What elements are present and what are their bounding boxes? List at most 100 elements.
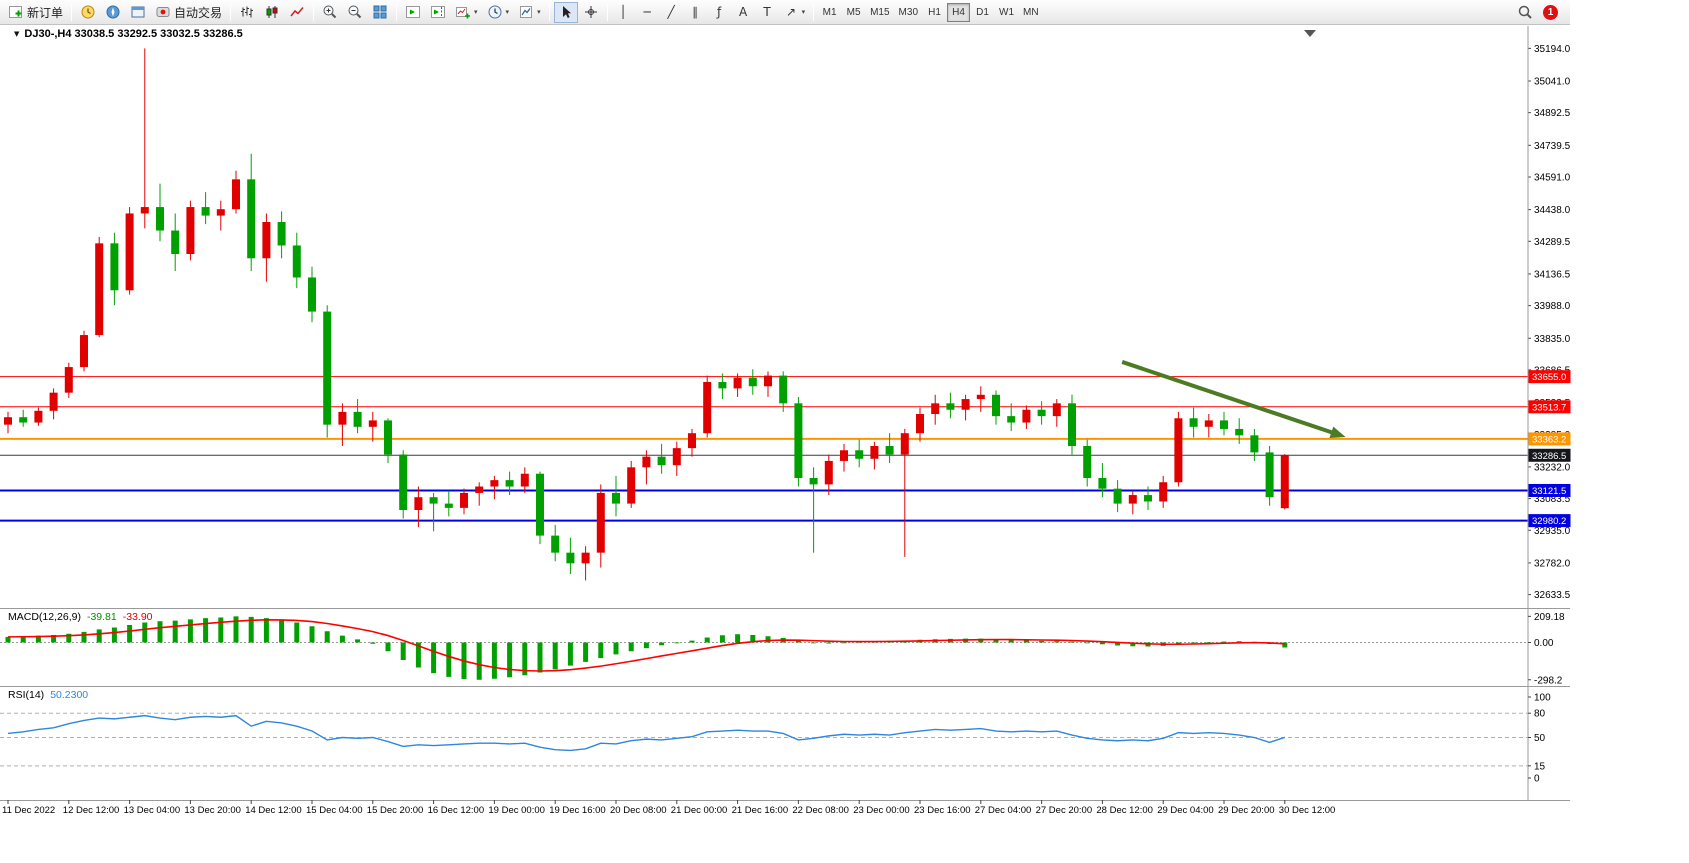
time-axis-label: 13 Dec 20:00	[184, 805, 241, 816]
rsi-axis-label: 0	[1534, 774, 1540, 785]
price-axis-label: 34591.0	[1534, 172, 1571, 183]
market-watch-button[interactable]	[76, 2, 100, 23]
macd-label: MACD(12,26,9) -39.81 -33.90	[8, 611, 153, 623]
auto-scroll-button[interactable]	[401, 2, 425, 23]
svg-text:33121.5: 33121.5	[1532, 486, 1566, 497]
price-tag-32980.2: 32980.2	[1528, 514, 1571, 528]
timeframe-m5-button[interactable]: M5	[842, 3, 865, 22]
search-icon	[1517, 4, 1533, 20]
timeframe-h4-button[interactable]: H4	[947, 2, 970, 22]
chart-title-text: DJ30-,H4 33038.5 33292.5 33032.5 33286.5	[24, 28, 243, 40]
time-axis-label: 23 Dec 00:00	[853, 805, 910, 816]
dropdown-caret-icon: ▾	[801, 8, 806, 16]
fibonacci-icon: ƒ	[716, 5, 722, 19]
notification-badge[interactable]: 1	[1543, 4, 1558, 20]
channel-icon: ∥	[692, 5, 699, 19]
label-tool-icon: T	[763, 5, 771, 19]
price-axis-label: 34739.5	[1534, 141, 1571, 152]
price-tag-33363.2: 33363.2	[1528, 432, 1571, 446]
rsi-line	[7, 714, 1286, 752]
trend-arrow[interactable]	[1121, 360, 1346, 438]
arrows-tool-button[interactable]: ↗ ▾	[780, 2, 810, 23]
bar-chart-button[interactable]	[235, 2, 259, 23]
label-tool-button[interactable]: T	[756, 2, 779, 23]
horizontal-line-tool-button[interactable]: ─	[636, 2, 659, 23]
timeframe-w1-button[interactable]: W1	[995, 3, 1018, 22]
rsi-axis-label: 15	[1534, 761, 1546, 772]
text-tool-button[interactable]: A	[732, 2, 755, 23]
vertical-line-tool-button[interactable]: │	[612, 2, 635, 23]
time-axis-label: 29 Dec 04:00	[1157, 805, 1214, 816]
trendline-tool-button[interactable]: ╱	[660, 2, 683, 23]
time-axis-label: 27 Dec 20:00	[1036, 805, 1093, 816]
time-axis-label: 21 Dec 16:00	[732, 805, 789, 816]
chart-shift-button[interactable]	[426, 2, 450, 23]
timeframe-m1-button[interactable]: M1	[818, 3, 841, 22]
terminal-button[interactable]	[126, 2, 150, 23]
time-axis-label: 19 Dec 16:00	[549, 805, 606, 816]
timeframe-m15-button[interactable]: M15	[866, 3, 893, 22]
price-tag-33655.0: 33655.0	[1528, 370, 1571, 384]
periods-clock-icon	[487, 4, 503, 20]
timeframe-h1-button[interactable]: H1	[923, 3, 946, 22]
cursor-icon	[558, 4, 574, 20]
terminal-icon	[130, 4, 146, 20]
svg-text:33655.0: 33655.0	[1532, 372, 1566, 383]
templates-button[interactable]: ▾	[514, 2, 545, 23]
new-chart-button[interactable]: ▾	[451, 2, 482, 23]
time-axis-label: 21 Dec 00:00	[671, 805, 728, 816]
candlestick-chart-button[interactable]	[260, 2, 284, 23]
price-axis-label: 32633.5	[1534, 590, 1571, 601]
line-chart-button[interactable]	[285, 2, 309, 23]
toolbar-separator	[606, 3, 608, 21]
dropdown-caret-icon: ▾	[537, 8, 541, 16]
svg-text:33363.2: 33363.2	[1532, 434, 1566, 445]
price-axis-label: 33083.5	[1534, 494, 1571, 505]
zoom-out-button[interactable]	[343, 2, 367, 23]
svg-text:33513.7: 33513.7	[1532, 402, 1566, 413]
timeframe-d1-button[interactable]: D1	[971, 3, 994, 22]
fibonacci-tool-button[interactable]: ƒ	[708, 2, 731, 23]
auto-trading-button[interactable]: 自动交易	[151, 2, 226, 23]
price-axis-label: 34136.5	[1534, 269, 1571, 280]
zoom-out-icon	[347, 4, 363, 20]
line-chart-icon	[289, 4, 305, 20]
horizontal-line-icon: ─	[643, 5, 651, 19]
price-tag-33513.7: 33513.7	[1528, 400, 1571, 414]
price-axis-label: 35041.0	[1534, 76, 1571, 87]
macd-name: MACD(12,26,9)	[8, 611, 81, 623]
auto-trading-label: 自动交易	[174, 5, 223, 20]
cursor-button[interactable]	[553, 1, 578, 23]
main-toolbar: 新订单 自动交易 ▾ ▾ ▾ │ ─ ╱ ∥ ƒ A T ↗ ▾ M1 M5 M15 M…	[0, 0, 1570, 25]
toolbar-separator	[813, 3, 815, 21]
rsi-axis-label: 50	[1534, 733, 1546, 744]
crosshair-icon	[583, 4, 599, 20]
timeframe-m30-button[interactable]: M30	[895, 3, 922, 22]
time-axis-label: 29 Dec 20:00	[1218, 805, 1275, 816]
zoom-in-button[interactable]	[318, 2, 342, 23]
auto-scroll-icon	[405, 4, 421, 20]
time-axis-label: 15 Dec 20:00	[367, 805, 424, 816]
svg-text:33286.5: 33286.5	[1532, 451, 1566, 462]
channel-tool-button[interactable]: ∥	[684, 2, 707, 23]
periods-button[interactable]: ▾	[483, 2, 514, 23]
chart-shift-marker[interactable]	[1304, 30, 1316, 37]
search-button[interactable]	[1513, 2, 1537, 23]
chart-header: ▼ DJ30-,H4 33038.5 33292.5 33032.5 33286…	[14, 28, 243, 40]
one-click-trading-toggle[interactable]: ▼	[14, 30, 20, 38]
trendline-icon: ╱	[667, 5, 675, 19]
price-axis-label: 33988.0	[1534, 301, 1571, 312]
timeframe-mn-button[interactable]: MN	[1019, 3, 1043, 22]
auto-trading-icon	[155, 4, 171, 20]
price-axis-label: 32935.0	[1534, 526, 1571, 537]
navigator-button[interactable]	[101, 2, 125, 23]
crosshair-button[interactable]	[579, 2, 603, 23]
rsi-label: RSI(14) 50.2300	[8, 689, 88, 701]
time-axis-label: 22 Dec 08:00	[792, 805, 849, 816]
vertical-line-icon: │	[619, 5, 627, 19]
new-order-button[interactable]: 新订单	[4, 2, 67, 23]
time-axis-label: 30 Dec 12:00	[1279, 805, 1336, 816]
price-tag-33121.5: 33121.5	[1528, 483, 1571, 497]
tile-windows-button[interactable]	[368, 2, 392, 23]
